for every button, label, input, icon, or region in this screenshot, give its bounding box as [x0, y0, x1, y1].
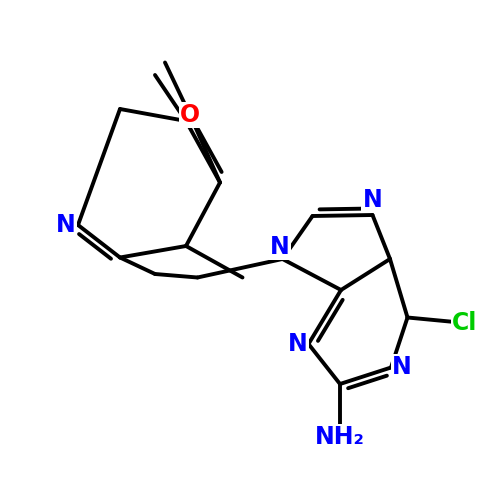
Text: NH₂: NH₂	[315, 426, 365, 450]
Text: O: O	[180, 103, 200, 127]
Text: N: N	[392, 356, 412, 380]
Text: N: N	[362, 188, 382, 212]
Text: N: N	[270, 234, 290, 258]
Text: N: N	[288, 332, 308, 356]
Text: N: N	[56, 213, 76, 237]
Text: Cl: Cl	[452, 310, 477, 334]
